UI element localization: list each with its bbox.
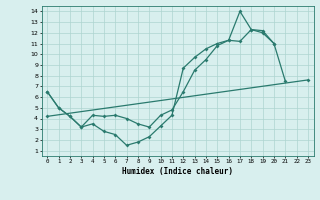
X-axis label: Humidex (Indice chaleur): Humidex (Indice chaleur)	[122, 167, 233, 176]
